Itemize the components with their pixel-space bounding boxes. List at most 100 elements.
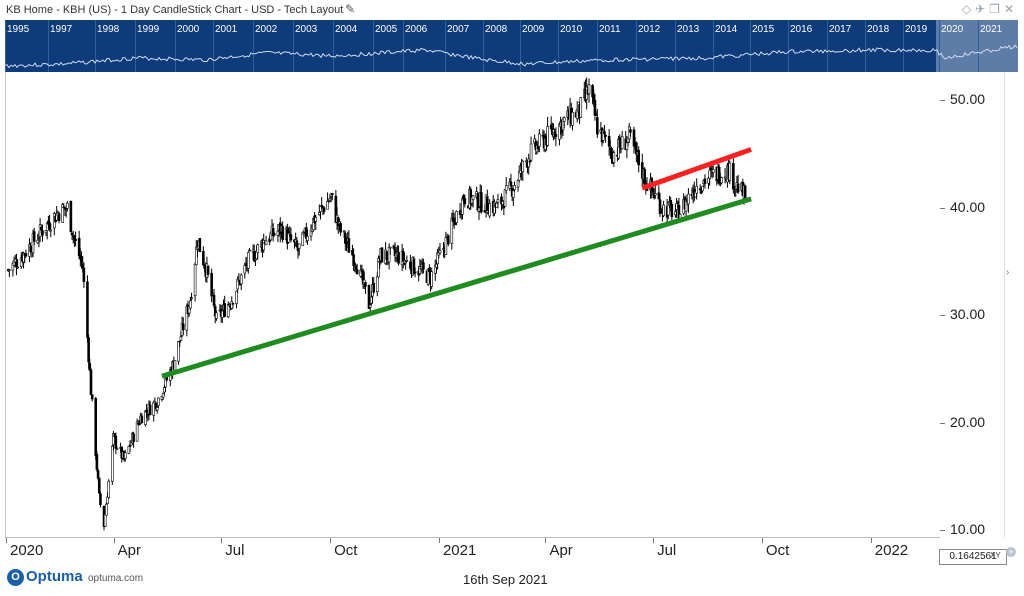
- overview-year-separator: [373, 20, 374, 72]
- price-axis[interactable]: 50.00 40.00 30.00 20.00 10.00: [940, 72, 1004, 537]
- candle: [596, 108, 599, 138]
- date-tick: [438, 538, 440, 543]
- overview-year-separator: [403, 20, 404, 72]
- candle: [86, 275, 89, 343]
- candle-body-down: [463, 198, 467, 205]
- candle: [115, 446, 119, 451]
- candle-body-down: [480, 192, 483, 213]
- zoom-icon[interactable]: +: [1006, 547, 1016, 557]
- overview-year-label: 2013: [677, 24, 700, 35]
- pin-icon[interactable]: ✈: [975, 2, 990, 16]
- chevron-right-icon[interactable]: ›: [1006, 267, 1010, 278]
- candle: [670, 202, 674, 221]
- candle: [8, 269, 11, 278]
- candle-body-up: [314, 216, 318, 222]
- candle: [331, 193, 334, 201]
- candle-body-down: [95, 454, 99, 470]
- footer-date: 16th Sep 2021: [463, 572, 548, 587]
- candle-body-up: [105, 503, 108, 516]
- candle-body-down: [339, 222, 342, 233]
- overview-year-label: 2019: [905, 24, 928, 35]
- candle-body-up: [388, 246, 392, 249]
- candle-body-up: [179, 336, 183, 341]
- candle-body-up: [103, 514, 107, 527]
- candle-body-up: [438, 250, 442, 254]
- candle-body-down: [202, 251, 205, 266]
- candle: [471, 195, 475, 208]
- candle-body-down: [148, 404, 152, 416]
- candle-body-down: [372, 282, 376, 293]
- candle-body-up: [264, 240, 268, 246]
- candle: [223, 295, 226, 318]
- overview-year-separator: [597, 20, 598, 72]
- overview-navigator[interactable]: 1995 1997 1998 1999 2000 2001 2002 2003 2004 2005…: [5, 20, 1018, 72]
- candle: [604, 134, 607, 143]
- candle-body-up: [375, 276, 379, 292]
- candle-body-down: [289, 234, 293, 241]
- candle: [82, 262, 86, 288]
- candle: [367, 284, 371, 309]
- candle: [66, 200, 69, 212]
- candle: [405, 255, 409, 262]
- date-axis[interactable]: 2020 Apr Jul Oct 2021 Apr Jul Oct 2022: [5, 537, 940, 566]
- date-tick: [113, 538, 115, 543]
- candle-body-up: [115, 448, 119, 451]
- candle: [124, 449, 127, 462]
- candle-body-down: [99, 493, 102, 505]
- overview-line: [5, 44, 1018, 69]
- candle: [105, 502, 108, 516]
- restore-icon[interactable]: ❐: [989, 2, 1004, 16]
- candle-body-down: [670, 204, 674, 217]
- candle: [140, 413, 144, 424]
- overview-year-separator: [865, 20, 866, 72]
- candle: [202, 246, 205, 266]
- candle-body-up: [173, 360, 177, 371]
- candle-body-down: [138, 423, 141, 426]
- candlestick-chart[interactable]: [6, 72, 941, 537]
- pencil-icon[interactable]: ✎: [345, 2, 356, 16]
- overview-visible-range[interactable]: [936, 20, 1018, 72]
- candle: [372, 277, 376, 294]
- diamond-icon[interactable]: ◇: [961, 2, 976, 16]
- candle-body-up: [662, 204, 665, 216]
- candle-body-down: [140, 415, 144, 424]
- candle: [653, 185, 657, 199]
- close-icon[interactable]: ✕: [1003, 2, 1018, 16]
- support-trendline[interactable]: [161, 196, 752, 379]
- candle: [215, 310, 218, 321]
- resistance-trendline[interactable]: [641, 147, 752, 191]
- candle: [271, 223, 275, 242]
- optuma-url[interactable]: optuma.com: [88, 573, 144, 584]
- price-tick-label: 30.00: [950, 306, 986, 322]
- candle-body-down: [41, 230, 44, 236]
- candle: [231, 302, 235, 309]
- overview-year-separator: [483, 20, 484, 72]
- candle: [206, 265, 210, 278]
- right-scrollbar[interactable]: ›: [1004, 72, 1019, 537]
- candle-body-up: [190, 297, 193, 299]
- candle-body-up: [256, 244, 260, 254]
- candle: [538, 129, 541, 153]
- candle-body-down: [509, 181, 513, 187]
- candle: [455, 210, 458, 226]
- candle: [110, 444, 114, 485]
- candle-body-up: [546, 126, 549, 146]
- candle-body-down: [603, 130, 606, 135]
- candle-body-down: [69, 200, 73, 233]
- price-tick: [940, 530, 945, 531]
- date-tick: [870, 538, 872, 543]
- candle-body-down: [743, 185, 747, 199]
- candle-body-down: [331, 193, 334, 196]
- overview-year-label: 2009: [522, 24, 545, 35]
- overview-year-separator: [333, 20, 334, 72]
- xy-mode-label[interactable]: XY: [990, 551, 1001, 560]
- candle-body-up: [430, 271, 433, 287]
- candle-body-up: [695, 185, 698, 194]
- chart-plot-area[interactable]: [5, 72, 941, 537]
- window-controls[interactable]: ◇✈❐✕: [962, 2, 1018, 16]
- candle-body-down: [658, 199, 662, 214]
- candle-body-up: [711, 169, 715, 173]
- date-tick-label: Oct: [334, 542, 358, 559]
- candle: [193, 262, 197, 302]
- price-tick-label: 10.00: [950, 521, 986, 537]
